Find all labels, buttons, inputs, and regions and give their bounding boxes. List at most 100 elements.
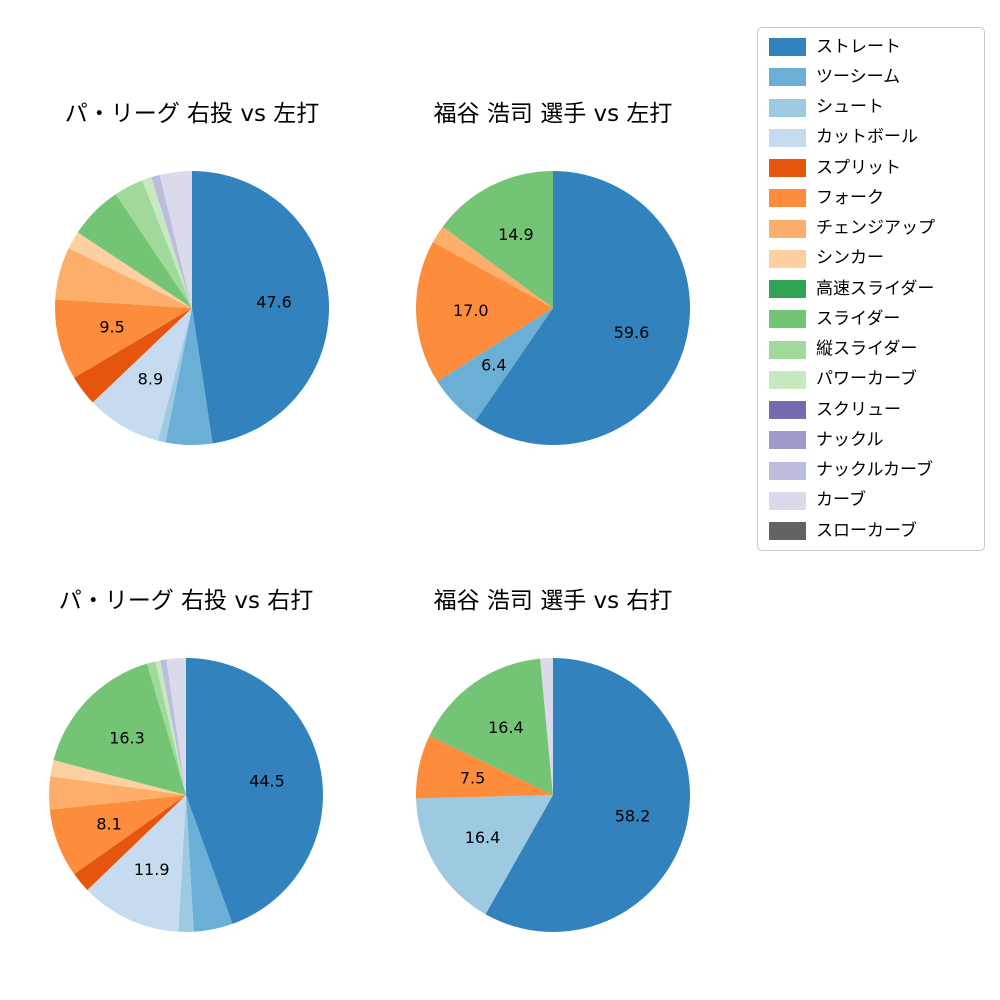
pie-slice (49, 776, 187, 810)
pie-slice (415, 735, 553, 799)
legend-item: 高速スライダー (769, 280, 973, 298)
pie-percent-label: 16.3 (109, 728, 145, 747)
pie-slice (146, 661, 186, 795)
legend-swatch (769, 38, 806, 56)
legend-swatch (769, 249, 806, 268)
legend-item: スプリット (769, 159, 973, 177)
legend-item: カットボール (769, 128, 973, 147)
legend-swatch (769, 219, 806, 238)
pie-slice (165, 308, 213, 446)
legend-item: 縦スライダー (769, 339, 973, 359)
pie-percent-label: 14.9 (498, 225, 534, 244)
pie-slice (92, 308, 192, 441)
pie-slice (155, 660, 186, 795)
pie-slice (74, 308, 192, 403)
pie-slice (178, 795, 194, 932)
pie-slice (485, 658, 690, 932)
pie-slice (77, 194, 192, 308)
pie-slice (442, 171, 553, 308)
legend-label: ナックルカーブ (816, 460, 933, 480)
legend-swatch (769, 431, 806, 450)
pie-slice (432, 226, 553, 308)
legend-item: チェンジアップ (769, 218, 973, 238)
legend-swatch (769, 68, 806, 87)
legend-label: シュート (816, 97, 884, 117)
pie-slice (50, 760, 187, 795)
pie-slice (186, 658, 324, 924)
legend-item: パワーカーブ (769, 369, 973, 390)
legend-label: 高速スライダー (816, 278, 935, 299)
legend-swatch (769, 189, 806, 208)
legend-item: スクリュー (769, 401, 973, 419)
legend: ストレートツーシームシュートカットボールスプリットフォークチェンジアップシンカー… (757, 27, 985, 551)
legend-item: シンカー (769, 249, 973, 268)
pie-slice (159, 171, 192, 308)
pie-slice (87, 795, 186, 932)
legend-item: スライダー (769, 308, 973, 329)
pie-slice (55, 248, 192, 308)
pie-percent-label: 7.5 (460, 768, 485, 787)
chart-title-pacific-vs-right: パ・リーグ 右投 vs 右打 (58, 588, 314, 614)
legend-item: カーブ (769, 490, 973, 511)
pie-slice (416, 242, 553, 382)
pie-percent-label: 16.4 (465, 828, 501, 847)
legend-label: スライダー (816, 308, 901, 329)
legend-label: 縦スライダー (816, 339, 918, 359)
pie-slice (540, 658, 553, 795)
legend-item: フォーク (769, 189, 973, 208)
pie-slice (437, 308, 553, 421)
legend-label: チェンジアップ (816, 218, 935, 238)
pie-percent-label: 17.0 (453, 301, 489, 320)
chart-title-pacific-vs-left: パ・リーグ 右投 vs 左打 (64, 101, 320, 127)
pie-slice (49, 795, 186, 875)
pie-percent-label: 16.4 (488, 718, 524, 737)
pie-slice (142, 177, 192, 308)
legend-label: ツーシーム (816, 66, 901, 87)
pie-percent-label: 9.5 (99, 318, 124, 337)
legend-label: スプリット (816, 157, 901, 178)
pie-chart-fukutani-vs-right: 58.2 16.4 7.5 16.4 (415, 658, 690, 932)
pie-slice (74, 795, 186, 891)
legend-swatch (769, 461, 806, 480)
legend-item: ナックル (769, 429, 973, 450)
legend-item: ツーシーム (769, 66, 973, 87)
legend-swatch (769, 491, 806, 510)
legend-item: スローカーブ (769, 522, 973, 540)
pie-slice (115, 180, 192, 308)
pie-slice (53, 663, 186, 795)
legend-swatch (769, 401, 806, 419)
legend-swatch (769, 310, 806, 329)
pie-percent-label: 58.2 (615, 806, 651, 825)
legend-swatch (769, 159, 806, 177)
chart-title-fukutani-vs-left: 福谷 浩司 選手 vs 左打 (433, 101, 673, 127)
legend-item: ナックルカーブ (769, 460, 973, 480)
pie-percent-label: 59.6 (614, 323, 650, 342)
legend-label: ナックル (816, 429, 884, 450)
pie-slice (186, 795, 233, 932)
pie-slice (166, 658, 186, 795)
pie-slice (151, 174, 192, 308)
pie-slice (160, 659, 186, 795)
pie-percent-label: 47.6 (256, 292, 292, 311)
legend-label: ストレート (816, 36, 901, 57)
legend-swatch (769, 280, 806, 298)
chart-title-fukutani-vs-right: 福谷 浩司 選手 vs 右打 (433, 588, 673, 614)
legend-swatch (769, 340, 806, 359)
pie-slice (192, 171, 330, 444)
legend-label: パワーカーブ (816, 369, 917, 390)
pie-percent-label: 8.1 (96, 815, 121, 834)
legend-label: スクリュー (816, 399, 901, 420)
legend-item: ストレート (769, 38, 973, 56)
pie-chart-fukutani-vs-left: 59.6 6.4 17.0 14.9 (416, 171, 691, 445)
legend-swatch (769, 370, 806, 389)
pie-slice (475, 171, 691, 445)
legend-swatch (769, 98, 806, 117)
pie-slice (157, 308, 192, 443)
legend-label: カーブ (816, 490, 866, 511)
pie-percent-label: 6.4 (481, 356, 506, 375)
pie-chart-pacific-vs-right: 44.5 11.9 8.1 16.3 (49, 658, 324, 932)
pie-slice (54, 299, 192, 378)
legend-swatch (769, 128, 806, 147)
pie-percent-label: 11.9 (134, 860, 170, 879)
